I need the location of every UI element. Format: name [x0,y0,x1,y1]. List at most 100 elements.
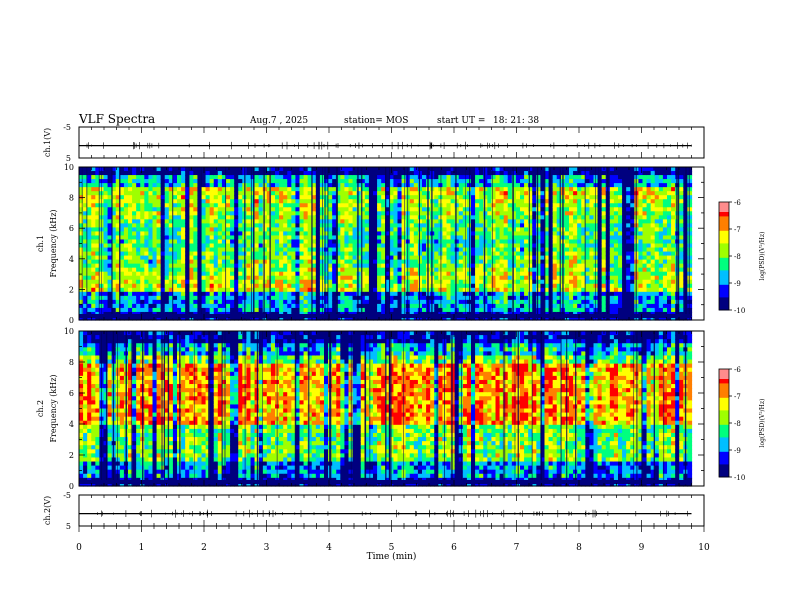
spectrogram-cell [221,167,227,172]
spectrogram-cell [270,215,276,220]
spectrogram-cell [581,255,586,261]
spectrogram-cell [556,239,562,245]
spectrogram-cell [552,287,558,293]
spectrogram-cell [422,171,427,176]
spectrogram-cell [275,315,280,321]
spectrogram-cell [193,207,199,212]
spectrogram-cell [230,203,235,208]
spectrogram-cell [471,183,476,188]
spectrogram-cell [389,203,395,208]
spectrogram-cell [140,259,145,265]
spectrogram-cell [144,175,150,180]
spectrogram-cell [234,223,239,228]
spectrogram-cell [177,183,182,188]
spectrogram-cell [217,303,223,309]
spectrogram-cell [311,303,317,309]
spectrogram-cell [573,235,578,241]
spectrogram-cell [91,223,96,228]
spectrogram-cell [520,215,525,220]
spectrogram-cell [87,187,92,192]
spectrogram-cell [511,275,517,281]
spectrogram-cell [511,179,517,184]
spectrogram-cell [507,287,513,293]
spectrogram-cell [295,243,301,249]
spectrogram-cell [307,239,313,245]
spectrogram-cell [234,275,239,281]
spectrogram-cell [262,199,268,204]
spectrogram-cell [103,303,109,309]
spectrogram-cell [226,203,231,208]
spectrogram-cell [299,203,305,208]
spectrogram-cell [507,307,513,313]
spectrogram-cell [107,239,113,245]
spectrogram-cell [336,315,341,321]
spectrogram-cell [458,287,464,293]
spectrogram-cell [577,223,582,228]
spectrogram-cell [511,175,517,180]
spectrogram-cell [103,263,109,269]
spectrogram-cell [475,247,480,253]
spectrogram-cell [401,195,407,200]
spectrogram-cell [564,195,570,200]
spectrogram-cell [234,247,239,253]
spectrogram-cell [262,175,268,180]
spectrogram-cell [344,195,350,200]
spectrogram-cell [197,227,203,233]
spectrogram-cell [422,307,427,313]
spectrogram-cell [377,307,382,313]
spectrogram-cell [258,227,264,233]
spectrogram-cell [160,303,166,309]
spectrogram-cell [352,199,358,204]
spectrogram-cell [381,211,386,216]
spectrogram-cell [83,263,88,269]
spectrogram-cell [483,195,488,200]
spectrogram-cell [540,263,546,269]
spectrogram-cell [569,275,574,281]
spectrogram-cell [250,187,256,192]
spectrogram-cell [585,211,591,216]
spectrogram-cell [479,195,484,200]
spectrogram-cell [136,283,141,289]
spectrogram-cell [564,283,570,289]
spectrogram-cell [160,271,166,277]
spectrogram-cell [185,199,190,204]
spectrogram-cell [132,307,137,313]
spectrogram-cell [115,219,121,224]
spectrogram-cell [393,235,399,241]
spectrogram-cell [226,287,231,293]
spectrogram-cell [515,287,521,293]
spectrogram-cell [283,235,288,241]
spectrogram-cell [226,251,231,257]
spectrogram-cell [262,275,268,281]
spectrogram-cell [266,243,272,249]
spectrogram-cell [340,279,346,285]
spectrogram-cell [201,247,207,253]
spectrogram-cell [373,239,378,245]
spectrogram-cell [471,227,476,233]
spectrogram-cell [409,235,415,241]
spectrogram-cell [95,315,101,321]
spectrogram-cell [262,279,268,285]
spectrogram-cell [450,283,456,289]
spectrogram-cell [262,299,268,305]
spectrogram-cell [91,275,96,281]
spectrogram-cell [569,219,574,224]
spectrogram-cell [340,191,346,196]
spectrogram-cell [201,299,207,305]
spectrogram-cell [344,295,350,301]
spectrogram-cell [123,279,129,285]
spectrogram-cell [95,223,101,228]
spectrogram-cell [397,175,403,180]
spectrogram-cell [262,303,268,309]
spectrogram-cell [172,231,178,237]
spectrogram-cell [360,207,366,212]
spectrogram-cell [479,199,484,204]
spectrogram-cell [552,247,558,253]
spectrogram-cell [573,183,578,188]
spectrogram-cell [262,231,268,237]
spectrogram-cell [128,203,133,208]
spectrogram-cell [91,287,96,293]
spectrogram-cell [234,183,239,188]
spectrogram-cell [577,315,582,321]
spectrogram-cell [450,315,456,321]
